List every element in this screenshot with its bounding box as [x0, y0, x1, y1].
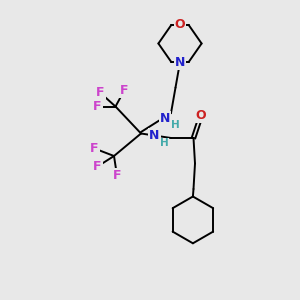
Text: F: F: [90, 142, 99, 155]
Text: H: H: [171, 120, 180, 130]
Text: F: F: [120, 83, 129, 97]
Text: F: F: [93, 100, 102, 113]
Text: F: F: [93, 160, 102, 173]
Text: N: N: [160, 112, 170, 125]
Text: N: N: [175, 56, 185, 69]
Text: F: F: [96, 86, 105, 100]
Text: N: N: [149, 129, 160, 142]
Text: F: F: [113, 169, 121, 182]
Text: O: O: [175, 18, 185, 32]
Text: H: H: [160, 138, 169, 148]
Text: O: O: [196, 109, 206, 122]
